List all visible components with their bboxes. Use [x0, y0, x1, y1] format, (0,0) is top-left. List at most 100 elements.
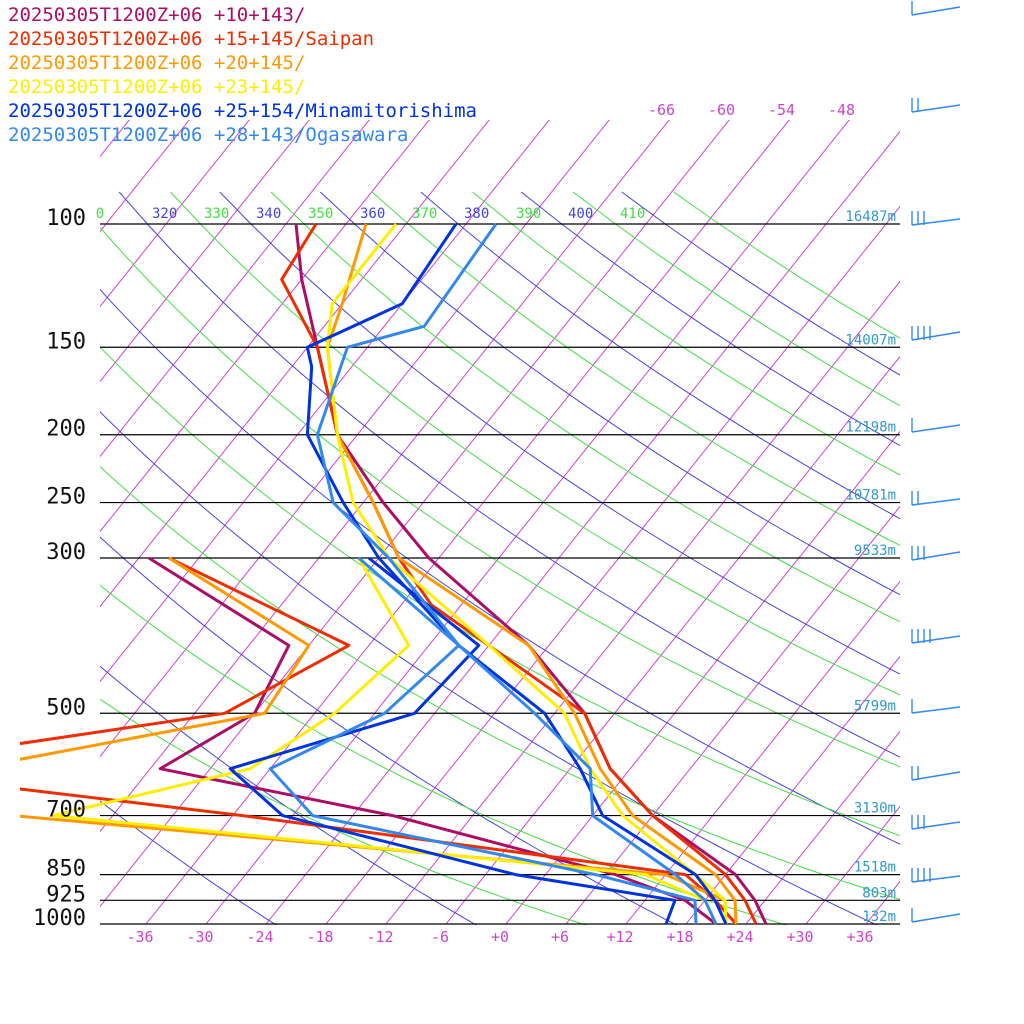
moist-adiabat-line [673, 191, 900, 339]
pressure-label: 300 [46, 540, 86, 565]
isobar-grid [100, 223, 900, 925]
temperature-tick-label: +18 [666, 928, 693, 946]
dry-adiabat-line [100, 536, 678, 925]
theta-label: 360 [360, 206, 385, 222]
isotherm-line [625, 580, 900, 925]
wind-barbs [911, 1, 961, 923]
wind-barb [911, 98, 961, 113]
wind-barb [911, 629, 961, 644]
wind-barb [911, 766, 961, 781]
isotherm-line [0, 69, 50, 924]
height-label: 132m [862, 909, 896, 925]
theta-label: 370 [412, 206, 437, 222]
height-label: 9533m [854, 543, 896, 559]
pressure-label: 250 [46, 485, 86, 510]
isotherm-line [745, 730, 900, 925]
pressure-label: 925 [46, 882, 86, 907]
wind-barb [911, 815, 961, 830]
wind-barb [911, 868, 961, 883]
height-label: 16487m [845, 209, 896, 225]
moist-adiabat-line [100, 226, 900, 768]
height-label: 10781m [845, 488, 896, 504]
height-label: 3130m [854, 801, 896, 817]
theta-label: 320 [152, 206, 177, 222]
dry-adiabat-line [100, 800, 277, 925]
pressure-label: 100 [46, 206, 86, 231]
temperature-tick-label: +30 [786, 928, 813, 946]
temperature-tick-label: -18 [306, 928, 333, 946]
isotherm-line [100, 120, 310, 383]
isotherm-line [205, 120, 850, 925]
isotherm-label: -60 [708, 101, 735, 119]
series-4-temperature-line [325, 223, 728, 925]
legend-entry-1: 20250305T1200Z+06 +10+143/ [8, 4, 305, 26]
height-label: 5799m [854, 698, 896, 714]
theta-label: 350 [308, 206, 333, 222]
pressure-label: 850 [46, 857, 86, 882]
isotherm-line [505, 430, 900, 925]
theta-label: 400 [568, 206, 593, 222]
height-label: 803m [862, 885, 896, 901]
isotherm-line [100, 120, 430, 533]
isotherm-line [685, 655, 900, 925]
isotherm-label: -48 [828, 101, 855, 119]
temperature-tick-label: -12 [366, 928, 393, 946]
isotherm-line [100, 120, 250, 308]
pressure-label: 700 [46, 798, 86, 823]
isotherm-line [100, 120, 370, 458]
sounding-series [20, 223, 768, 925]
series-3-dewpoint-line [20, 556, 728, 925]
temperature-tick-label: +36 [846, 928, 873, 946]
isotherm-label: -66 [648, 101, 675, 119]
wind-barb [911, 211, 961, 226]
isotherm-line [100, 120, 190, 233]
isotherm-line [100, 120, 610, 758]
moist-adiabat-line [472, 191, 900, 476]
isotherm-line [445, 355, 900, 925]
temperature-tick-label: -30 [186, 928, 213, 946]
temperature-tick-label: -24 [246, 928, 273, 946]
temperature-tick-label: -6 [431, 928, 449, 946]
height-label: 1518m [854, 860, 896, 876]
isotherm-line [385, 280, 900, 925]
dry-adiabat-line [100, 665, 478, 925]
wind-barb [911, 546, 961, 561]
legend-entry-2: 20250305T1200Z+06 +15+145/Saipan [8, 28, 374, 50]
wind-barb [911, 491, 961, 506]
legend-entry-5: 20250305T1200Z+06 +25+154/Minamitorishim… [8, 100, 477, 122]
isotherm-line [926, 69, 1024, 924]
moist-adiabat-line [100, 584, 788, 925]
theta-label: 410 [620, 206, 645, 222]
series-5-dewpoint-line [228, 556, 677, 925]
isotherm-line [145, 120, 790, 925]
theta-label: 390 [516, 206, 541, 222]
wind-barb [911, 326, 961, 341]
moist-adiabat-line [170, 191, 900, 696]
legend: 20250305T1200Z+06 +10+143/20250305T1200Z… [8, 4, 477, 146]
pressure-label: 500 [46, 695, 86, 720]
legend-entry-3: 20250305T1200Z+06 +20+145/ [8, 52, 305, 74]
temperature-tick-label: +0 [491, 928, 509, 946]
height-label: 14007m [845, 332, 896, 348]
pressure-label: 150 [46, 329, 86, 354]
isotherm-line [805, 805, 900, 925]
wind-barb [911, 1, 961, 16]
pressure-label: 1000 [33, 906, 86, 931]
isotherm-line [100, 120, 670, 833]
series-6-dewpoint-line [268, 556, 698, 925]
wind-barb [911, 418, 961, 433]
isotherm-label: -54 [768, 101, 795, 119]
temperature-tick-label: +6 [551, 928, 569, 946]
theta-label: 0 [96, 206, 104, 222]
isotherm-line [100, 120, 550, 683]
isotherm-line [986, 69, 1024, 924]
temperature-tick-label: -36 [126, 928, 153, 946]
moist-adiabat-line [572, 191, 900, 407]
pressure-label: 200 [46, 417, 86, 442]
height-label: 12198m [845, 420, 896, 436]
series-2-temperature-line [280, 223, 758, 925]
wind-barb [911, 908, 961, 923]
theta-label: 380 [464, 206, 489, 222]
temperature-tick-label: +12 [606, 928, 633, 946]
